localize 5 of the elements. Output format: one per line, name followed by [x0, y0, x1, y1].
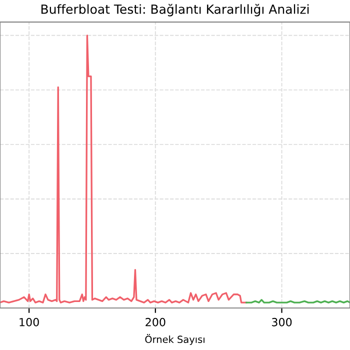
- chart-title: Bufferbloat Testi: Bağlantı Kararlılığı Analizi: [41, 4, 309, 16]
- x-tick-label: 200: [146, 318, 166, 326]
- x-tick-label: 100: [20, 318, 39, 326]
- x-tick-label: 300: [272, 318, 292, 326]
- x-axis-title: Örnek Sayısı: [145, 334, 204, 345]
